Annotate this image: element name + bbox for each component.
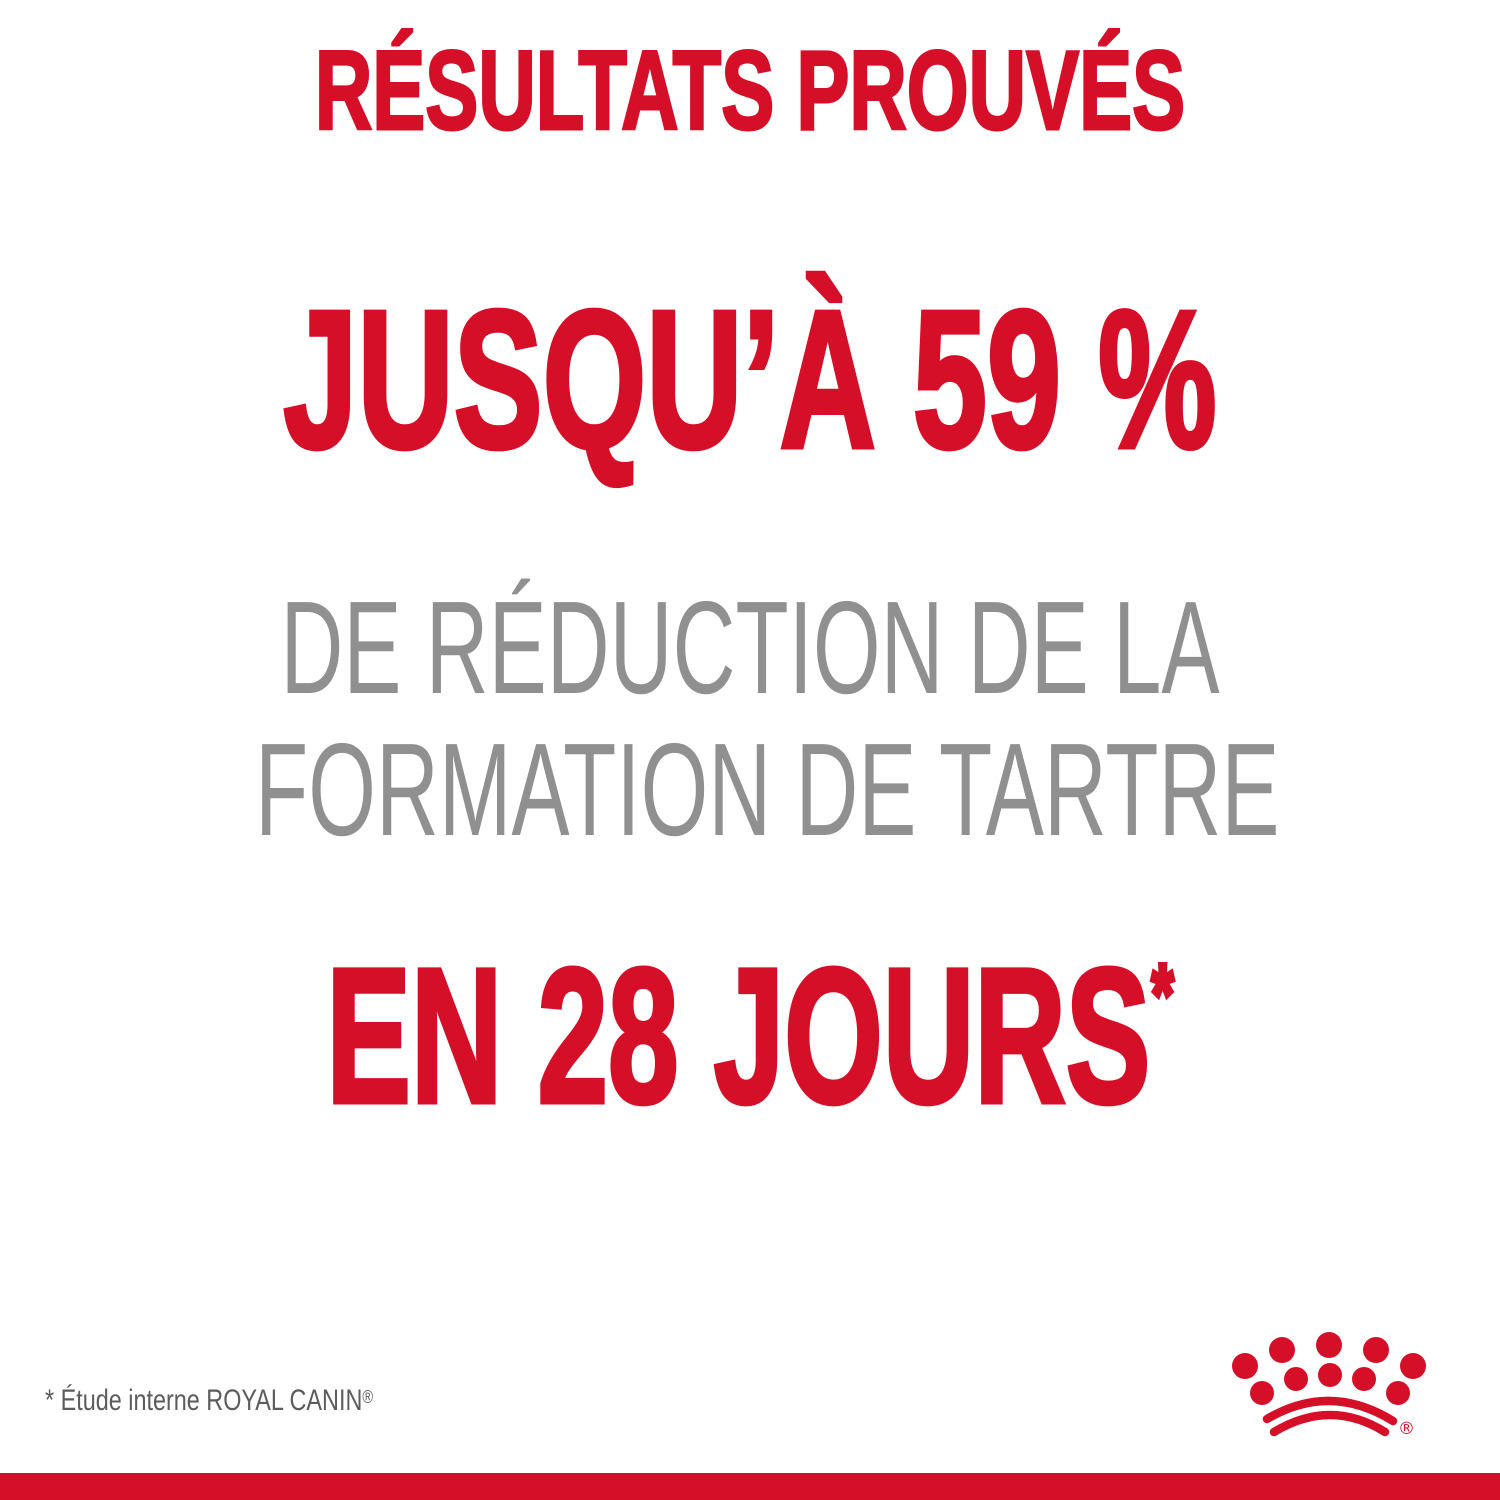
claim-description-line2: FORMATION DE TARTRE — [254, 716, 1280, 863]
footnote-text: * Étude interne ROYAL CANIN — [45, 1384, 363, 1417]
claim-description-line1: DE RÉDUCTION DE LA — [280, 574, 1220, 721]
crown-arc-lower — [1269, 1410, 1390, 1437]
footer-red-bar — [0, 1473, 1500, 1500]
asterisk-mark: * — [1150, 947, 1175, 1044]
crown-arc-upper — [1262, 1396, 1398, 1426]
claim-duration-text: EN 28 JOURS — [325, 928, 1152, 1143]
claim-percentage: JUSQU’À 59 % — [282, 270, 1219, 489]
registered-trademark-icon: ® — [362, 1385, 374, 1407]
crown-dots — [1232, 1332, 1426, 1405]
footnote: * Étude interne ROYAL CANIN® — [45, 1386, 373, 1416]
royal-canin-crown-logo: ® — [1232, 1332, 1426, 1439]
logo-registered-mark: ® — [1398, 1419, 1415, 1439]
headline: RÉSULTATS PROUVÉS — [314, 28, 1187, 153]
claim-duration: EN 28 JOURS* — [255, 937, 1245, 1134]
